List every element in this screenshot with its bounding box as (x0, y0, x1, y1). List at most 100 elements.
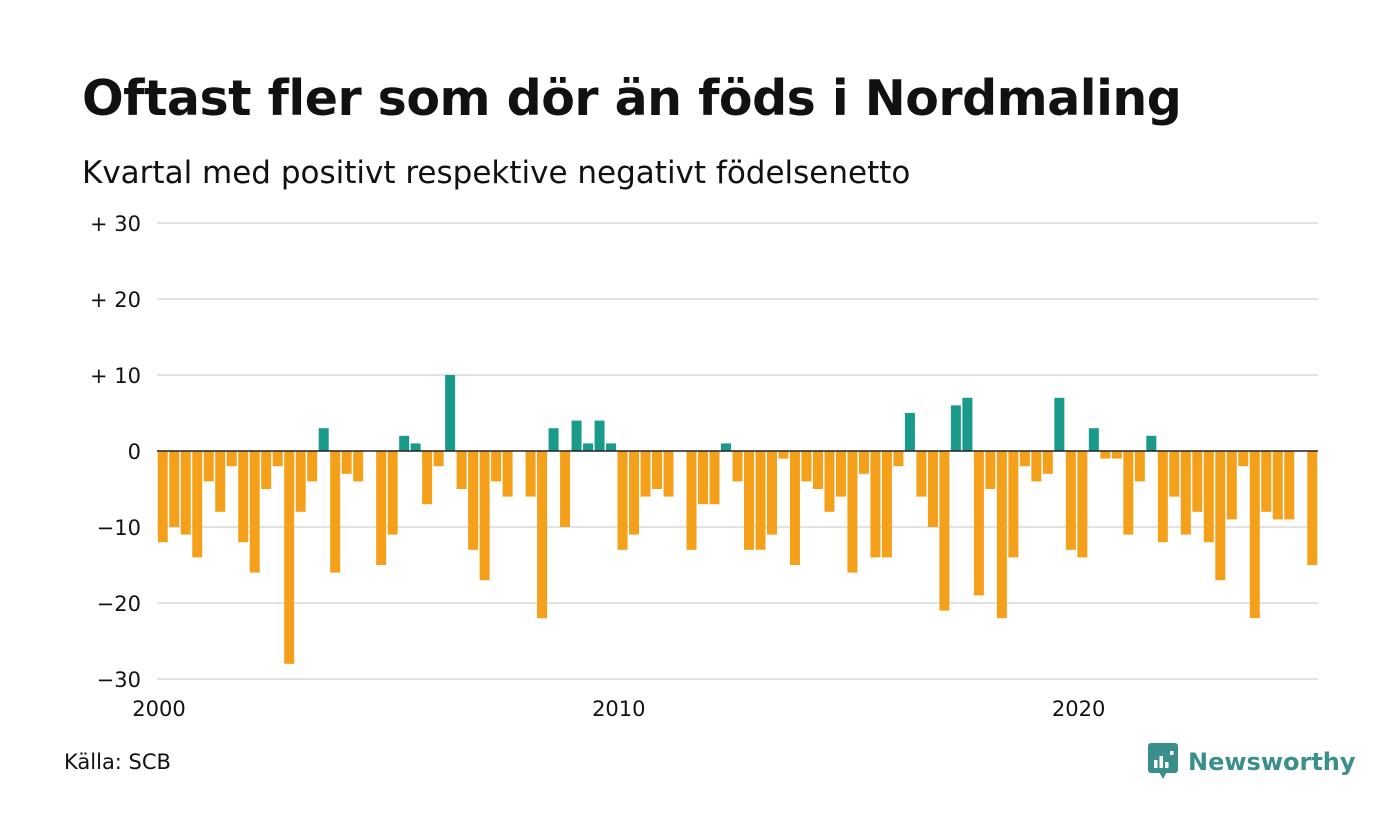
y-tick-label: + 30 (90, 212, 141, 236)
y-tick-label: + 10 (90, 364, 141, 388)
bar (548, 428, 559, 451)
bar (766, 451, 777, 535)
bar (652, 451, 663, 489)
bar (226, 451, 237, 467)
bar (341, 451, 352, 474)
bar (422, 451, 433, 505)
bar (629, 451, 640, 535)
bar (571, 420, 582, 451)
bar (663, 451, 674, 497)
bar (284, 451, 295, 664)
bar (721, 443, 732, 451)
bar (1238, 451, 1249, 467)
bar (801, 451, 812, 482)
bar (985, 451, 996, 489)
bar (709, 451, 720, 505)
bar (525, 451, 536, 497)
bar (261, 451, 272, 489)
bar (376, 451, 387, 565)
bar (491, 451, 502, 482)
bar (686, 451, 697, 550)
bar (1169, 451, 1180, 497)
chart-title: Oftast fler som dör än föds i Nordmaling (82, 70, 1182, 127)
bar (1284, 451, 1295, 520)
bar (318, 428, 329, 451)
bar (1134, 451, 1145, 482)
bar (606, 443, 617, 451)
bar (640, 451, 651, 497)
y-tick-label: −20 (97, 592, 141, 616)
x-tick-label: 2010 (592, 697, 645, 721)
bar (433, 451, 444, 467)
bar (1123, 451, 1134, 535)
bar (1192, 451, 1203, 512)
y-tick-label: + 20 (90, 288, 141, 312)
brand-name: Newsworthy (1188, 748, 1356, 776)
bar (353, 451, 364, 482)
bar (1203, 451, 1214, 543)
bar (916, 451, 927, 497)
bar (479, 451, 490, 581)
x-axis: 2000 2010 2020 (132, 697, 1105, 721)
bar (1065, 451, 1076, 550)
x-tick-label: 2020 (1052, 697, 1105, 721)
bars (157, 375, 1318, 664)
bar (468, 451, 479, 550)
bar (870, 451, 881, 558)
bar (996, 451, 1007, 619)
bar (1215, 451, 1226, 581)
bar (594, 420, 605, 451)
bar (962, 397, 973, 451)
newsworthy-logo-icon (1148, 743, 1178, 779)
bar (583, 443, 594, 451)
bar (399, 435, 410, 451)
bar (1008, 451, 1019, 558)
bar (272, 451, 283, 467)
bar (893, 451, 904, 467)
bar (1249, 451, 1260, 619)
bar (203, 451, 214, 482)
bar (1261, 451, 1272, 512)
bar (387, 451, 398, 535)
bar (973, 451, 984, 596)
bar (456, 451, 467, 489)
bar (560, 451, 571, 527)
brand-logo: Newsworthy (1148, 743, 1356, 781)
bar (307, 451, 318, 482)
bar (1180, 451, 1191, 535)
bar (881, 451, 892, 558)
bar (1088, 428, 1099, 451)
bar (732, 451, 743, 482)
y-tick-label: −10 (97, 516, 141, 540)
y-tick-label: 0 (128, 440, 141, 464)
bar (157, 451, 168, 543)
bar (502, 451, 513, 497)
y-tick-label: −30 (97, 668, 141, 692)
bar (1272, 451, 1283, 520)
bar (330, 451, 341, 573)
bar (1031, 451, 1042, 482)
bar (1100, 451, 1111, 459)
bar (698, 451, 709, 505)
bar (617, 451, 628, 550)
bar (238, 451, 249, 543)
bar (835, 451, 846, 497)
bar (1042, 451, 1053, 474)
bar (537, 451, 548, 619)
bar (445, 375, 456, 451)
bar (743, 451, 754, 550)
bar (812, 451, 823, 489)
bar (180, 451, 191, 535)
bar (939, 451, 950, 611)
bar (824, 451, 835, 512)
bar (904, 413, 915, 451)
bar (1226, 451, 1237, 520)
bar (1157, 451, 1168, 543)
bar (1307, 451, 1318, 565)
bar (169, 451, 180, 527)
y-axis: + 30 + 20 + 10 0 −10 −20 −30 (90, 212, 141, 692)
bar (1077, 451, 1088, 558)
bar (1054, 397, 1065, 451)
bar (1019, 451, 1030, 467)
